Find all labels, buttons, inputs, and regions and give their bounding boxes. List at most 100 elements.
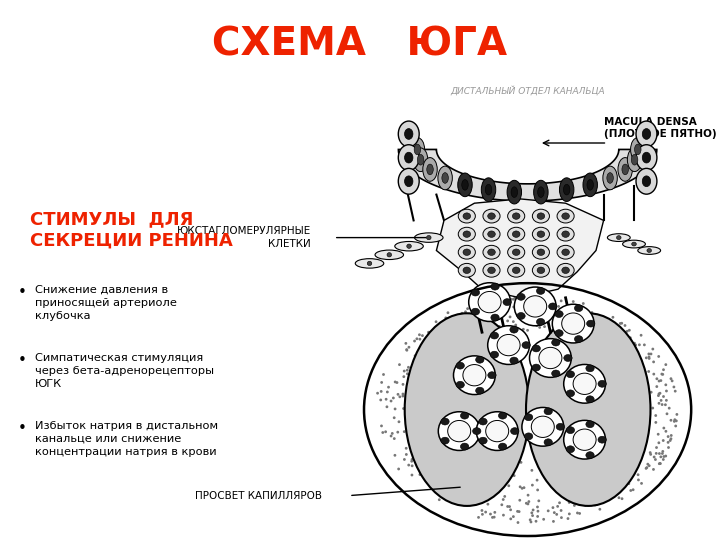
Circle shape: [625, 407, 628, 409]
Circle shape: [561, 388, 563, 391]
Circle shape: [648, 401, 651, 403]
Circle shape: [588, 319, 591, 322]
Ellipse shape: [562, 313, 585, 334]
Circle shape: [380, 424, 383, 427]
Circle shape: [565, 348, 568, 351]
Circle shape: [387, 386, 390, 389]
Circle shape: [588, 472, 590, 475]
Circle shape: [670, 377, 672, 380]
Circle shape: [415, 379, 417, 382]
Ellipse shape: [513, 249, 520, 255]
Circle shape: [623, 378, 626, 381]
Circle shape: [536, 489, 539, 491]
Circle shape: [397, 393, 400, 396]
Ellipse shape: [487, 372, 496, 379]
Circle shape: [502, 514, 505, 517]
Ellipse shape: [566, 371, 575, 377]
Ellipse shape: [618, 158, 632, 181]
Circle shape: [489, 512, 492, 516]
Circle shape: [516, 427, 518, 429]
Circle shape: [552, 520, 555, 523]
Circle shape: [670, 437, 672, 440]
Circle shape: [624, 324, 626, 327]
Circle shape: [655, 385, 658, 388]
Circle shape: [438, 376, 441, 379]
Circle shape: [465, 495, 468, 498]
Circle shape: [587, 498, 590, 502]
Ellipse shape: [438, 411, 480, 450]
Circle shape: [516, 521, 519, 524]
Circle shape: [466, 502, 469, 505]
Circle shape: [594, 320, 597, 322]
Ellipse shape: [448, 421, 471, 442]
Circle shape: [647, 353, 650, 355]
Ellipse shape: [355, 259, 384, 268]
Circle shape: [477, 484, 480, 487]
Circle shape: [627, 482, 630, 485]
Circle shape: [503, 495, 506, 498]
Circle shape: [600, 390, 603, 393]
Circle shape: [583, 477, 586, 480]
Circle shape: [673, 418, 676, 421]
Circle shape: [407, 366, 410, 369]
Ellipse shape: [441, 418, 449, 425]
Ellipse shape: [607, 173, 613, 183]
Circle shape: [549, 330, 552, 333]
Circle shape: [435, 445, 438, 448]
Circle shape: [638, 452, 641, 455]
Ellipse shape: [405, 313, 529, 506]
Circle shape: [561, 322, 564, 325]
Circle shape: [393, 416, 395, 419]
Circle shape: [382, 431, 384, 434]
Circle shape: [435, 320, 438, 323]
Circle shape: [474, 499, 477, 502]
Circle shape: [483, 302, 486, 305]
Ellipse shape: [476, 356, 484, 363]
Circle shape: [394, 408, 397, 410]
Circle shape: [449, 322, 451, 325]
Circle shape: [446, 404, 448, 407]
Ellipse shape: [511, 187, 518, 198]
Text: MACULA DENSA
(ПЛОТНОЕ ПЯТНО): MACULA DENSA (ПЛОТНОЕ ПЯТНО): [603, 117, 716, 139]
Circle shape: [497, 390, 500, 393]
Ellipse shape: [442, 173, 449, 183]
Circle shape: [600, 434, 603, 437]
Ellipse shape: [395, 241, 423, 251]
Circle shape: [403, 430, 405, 433]
Circle shape: [392, 396, 395, 400]
Ellipse shape: [555, 310, 563, 318]
Circle shape: [423, 418, 425, 421]
Circle shape: [631, 376, 634, 379]
Circle shape: [611, 471, 613, 474]
Ellipse shape: [539, 347, 562, 369]
Circle shape: [609, 368, 611, 371]
Circle shape: [593, 329, 595, 332]
Text: ДИСТАЛЬНЫЙ ОТДЕЛ КАНАЛЬЦА: ДИСТАЛЬНЫЙ ОТДЕЛ КАНАЛЬЦА: [450, 86, 605, 96]
Ellipse shape: [426, 235, 431, 240]
Circle shape: [558, 478, 561, 481]
Circle shape: [667, 435, 670, 438]
Circle shape: [612, 492, 615, 495]
Circle shape: [449, 470, 451, 473]
Circle shape: [573, 331, 576, 334]
Circle shape: [669, 439, 672, 442]
Circle shape: [450, 433, 452, 436]
Ellipse shape: [508, 245, 525, 259]
Circle shape: [632, 462, 635, 464]
Circle shape: [668, 407, 670, 409]
Circle shape: [405, 447, 408, 450]
Circle shape: [558, 501, 561, 504]
Circle shape: [535, 433, 538, 436]
Circle shape: [475, 488, 478, 490]
Circle shape: [434, 480, 437, 483]
Ellipse shape: [486, 421, 509, 442]
Circle shape: [644, 415, 647, 417]
Polygon shape: [398, 150, 657, 201]
Circle shape: [672, 386, 675, 388]
Circle shape: [636, 474, 639, 476]
Ellipse shape: [405, 129, 413, 139]
Circle shape: [426, 372, 429, 374]
Circle shape: [626, 411, 629, 414]
Circle shape: [418, 355, 421, 358]
Ellipse shape: [508, 264, 525, 277]
